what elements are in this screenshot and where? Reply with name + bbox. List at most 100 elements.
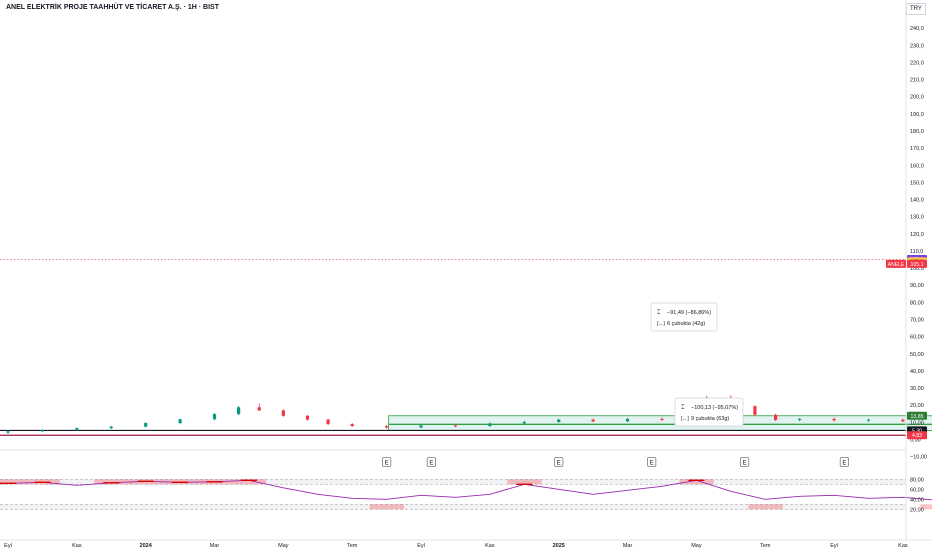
time-tick-label: May [278,543,289,549]
candle-body [326,419,330,425]
price-tick-label: 120,0 [910,232,924,238]
earnings-icon [382,457,392,467]
price-tick-label: 60,00 [910,335,924,341]
measure-tooltip[interactable]: ⌶ [↔]−91,49 (−86,86%) 6 çubukta (42g) [650,302,718,332]
price-tick-label: 110,0 [910,249,923,255]
earnings-icon [647,457,657,467]
earnings-event-badge[interactable]: E [647,457,657,467]
earnings-event-badge[interactable]: E [382,457,392,467]
measure-tooltip[interactable]: ⌶ [↔]−100,13 (−95,07%) 9 çubukta (63g) [674,397,744,427]
rsi-tick-label: 20,00 [910,507,924,513]
price-tick-label: 20,00 [910,403,924,409]
candle-body [488,423,492,427]
time-tick-label: Kas [898,543,908,549]
support-zone [388,415,932,425]
candle-body [305,415,310,420]
rsi-overbought-block [231,479,267,485]
measure-box-bg [650,302,718,332]
earnings-event-badge[interactable]: E [554,457,564,467]
rsi-overbought-block [679,479,714,485]
candle-body [385,426,389,428]
earnings-event-badge[interactable]: E [426,457,436,467]
candle-body [144,423,148,427]
rsi-tick-label: 80,00 [910,477,924,483]
price-tick-label: 150,0 [910,180,924,186]
price-tick-label: 90,00 [910,283,924,289]
price-tick-label: 160,0 [910,163,924,169]
measure-bars-text: 6 çubukta (42g) [667,321,705,327]
rsi-oversold-block [920,504,932,510]
time-tick-label: Eyl [830,543,838,549]
price-tick-label: 180,0 [910,129,924,135]
measure-change-text: −91,49 (−86,86%) [667,310,711,316]
price-badge-label: 105,1 [911,262,924,268]
candle-body [660,418,664,420]
candle-body [281,410,285,416]
price-tick-label: 130,0 [910,215,924,221]
symbol-badge-label: ANELE [888,262,905,268]
earnings-icon [739,457,750,467]
rsi-overbought-block [507,479,542,485]
candle-body [557,419,561,423]
price-tick-label: 240,0 [910,26,924,32]
time-tick-label: May [691,543,702,549]
candle-body [212,414,217,420]
measure-bars-text: 9 çubukta (63g) [691,416,729,422]
price-tick-label: 30,00 [910,386,924,392]
time-tick-label: 2024 [140,543,153,549]
measure-width-icon: [↔] [657,321,665,327]
time-tick-label: Eyl [4,543,12,549]
price-badge [907,431,927,440]
symbol-badge [886,259,906,268]
rsi-overbought-block [0,479,26,485]
earnings-event-badge[interactable]: E [839,457,850,467]
price-tick-label: 140,0 [910,198,924,204]
rsi-upper-band [0,479,906,485]
candle-body [625,418,630,422]
measure-box-bg [674,397,744,427]
price-badge-label: 4,83 [912,433,922,439]
time-tick-label: Mar [210,543,220,549]
time-tick-label: Tem [760,543,771,549]
earnings-icon [554,457,564,467]
rsi-oversold-block [369,504,405,510]
measure-change-text: −100,13 (−95,07%) [691,405,738,411]
time-tick-label: 2025 [553,543,565,549]
rsi-tick-label: 60,00 [910,487,924,493]
candle-body [6,431,10,433]
time-tick-label: Kas [72,543,82,549]
candle-body [350,424,354,427]
time-tick-label: Tem [347,543,358,549]
price-tick-label: 0,00 [910,438,921,444]
support-zone-lower [388,424,932,431]
price-tick-label: 10,00 [910,420,924,426]
time-tick-label: Mar [623,543,633,549]
candle-body [901,419,905,422]
event-label: E [557,461,561,467]
candle-body [257,407,261,411]
rsi-lower-band [0,504,906,510]
event-label: E [650,461,654,467]
measure-height-icon: ⌶ [681,404,685,411]
candle-body [753,406,757,415]
price-tick-label: 50,00 [910,352,924,358]
candle-body [773,414,778,420]
time-tick-label: Kas [485,543,495,549]
price-tick-label: 220,0 [910,60,924,66]
candle-body [591,419,595,422]
measure-height-icon: ⌶ [657,309,661,316]
price-tick-label: 230,0 [910,43,924,49]
rsi-overbought-segment [0,479,705,485]
rsi-oversold-block [748,504,783,510]
price-tick-label: 210,0 [910,78,924,84]
candle-body [75,428,79,431]
candle-body [237,407,241,415]
earnings-icon [426,457,436,467]
earnings-event-badge[interactable]: E [739,457,750,467]
event-label: E [743,461,747,467]
event-label: E [842,461,846,467]
candle-body [798,418,802,420]
price-badge [907,259,927,268]
candle-body [178,419,182,424]
